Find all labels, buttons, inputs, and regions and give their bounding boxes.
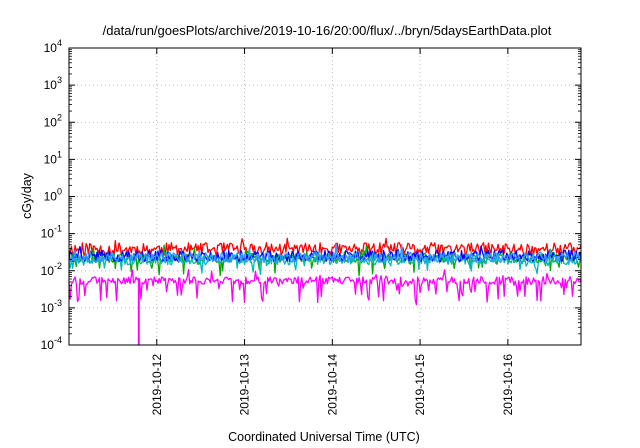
grid-lines xyxy=(69,48,581,345)
series-line-5 xyxy=(68,243,582,264)
y-tick-base: 10 xyxy=(44,41,58,55)
y-tick-label: 10-3 xyxy=(41,298,62,315)
x-tick-label: 2019-10-13 xyxy=(238,354,252,416)
y-tick-base: 10 xyxy=(44,152,58,166)
series-line-6 xyxy=(68,268,582,346)
y-tick-label: 102 xyxy=(44,112,62,129)
chart-title: /data/run/goesPlots/archive/2019-10-16/2… xyxy=(103,23,552,38)
x-axis-label: Coordinated Universal Time (UTC) xyxy=(228,430,420,444)
y-tick-exponent: 0 xyxy=(57,187,62,197)
y-tick-exponent: 2 xyxy=(57,112,62,122)
x-tick-label: 2019-10-14 xyxy=(325,354,339,416)
y-tick-label: 103 xyxy=(44,75,62,92)
y-tick-label: 104 xyxy=(44,38,62,55)
y-tick-exponent: 3 xyxy=(57,75,62,85)
series-lines xyxy=(68,237,582,346)
y-tick-base: 10 xyxy=(41,264,55,278)
y-tick-label: 10-1 xyxy=(41,224,62,241)
axis-ticks xyxy=(69,47,581,346)
y-tick-exponent: -4 xyxy=(54,335,62,345)
y-tick-exponent: -3 xyxy=(54,298,62,308)
y-tick-base: 10 xyxy=(44,78,58,92)
y-axis-label: cGy/day xyxy=(20,172,34,219)
y-tick-exponent: 1 xyxy=(57,149,62,159)
x-tick-labels: 2019-10-12 2019-10-13 2019-10-14 2019-10-15… xyxy=(150,354,515,416)
y-tick-label: 10-4 xyxy=(41,335,62,352)
y-tick-base: 10 xyxy=(41,227,55,241)
y-tick-exponent: -1 xyxy=(54,224,62,234)
series-line-1 xyxy=(68,237,582,257)
y-tick-label: 100 xyxy=(44,187,62,204)
y-tick-base: 10 xyxy=(44,190,58,204)
x-tick-label: 2019-10-12 xyxy=(150,354,164,416)
x-tick-label: 2019-10-16 xyxy=(501,354,515,416)
y-tick-base: 10 xyxy=(41,338,55,352)
x-tick-label: 2019-10-15 xyxy=(413,354,427,416)
y-tick-base: 10 xyxy=(41,301,55,315)
y-tick-exponent: -2 xyxy=(54,261,62,271)
y-tick-exponent: 4 xyxy=(57,38,62,48)
y-tick-label: 10-2 xyxy=(41,261,62,278)
y-tick-base: 10 xyxy=(44,115,58,129)
y-tick-label: 101 xyxy=(44,149,62,166)
